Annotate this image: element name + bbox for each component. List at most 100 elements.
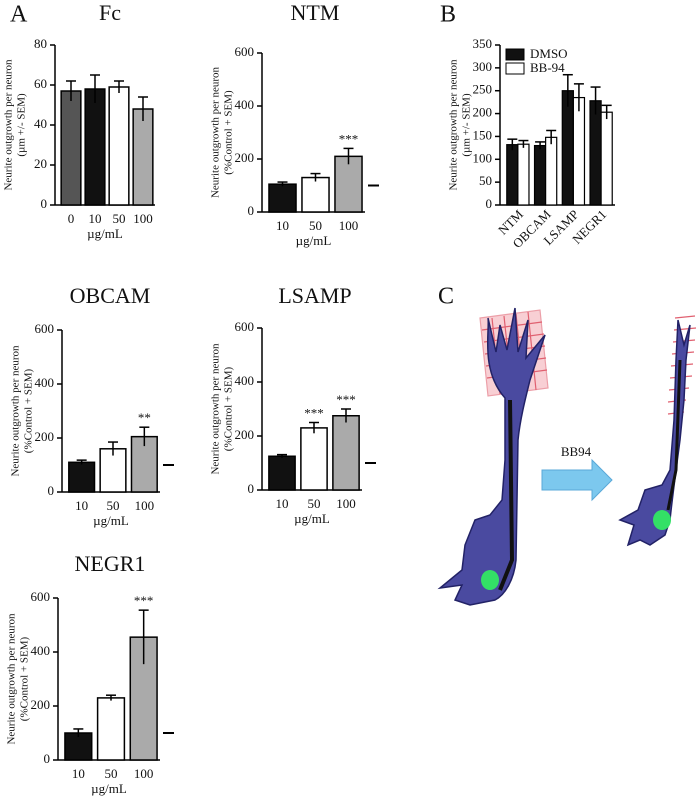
bar [99,448,127,493]
y-tick-label: 350 [473,36,493,51]
y-tick-label: 60 [34,76,47,91]
y-axis-label: (%Control + SEM) [223,90,235,175]
bar [561,90,574,206]
x-tick-label: 10 [72,766,85,781]
x-tick-label: 50 [105,766,118,781]
y-tick-label: 200 [35,429,55,444]
y-tick-label: 200 [473,105,493,120]
y-axis-label: Neurite outgrowth per neuron [210,343,222,475]
axon [666,359,682,511]
y-axis-label: Neurite outgrowth per neuron [448,59,460,191]
significance-label: *** [336,392,356,407]
x-axis-label: µg/mL [91,781,127,796]
bar [600,111,613,206]
y-tick-label: 0 [248,481,255,496]
y-tick-label: 50 [479,173,492,188]
y-tick-label: 400 [235,97,255,112]
y-axis-label: Neurite outgrowth per neuron [210,66,222,198]
y-tick-label: 200 [235,150,255,165]
bar [60,90,82,206]
y-tick-label: 300 [473,59,493,74]
significance-label: *** [134,593,154,608]
chart: NTM Neurite outgrowth per neuron (%Control… [210,0,379,248]
y-tick-label: 200 [31,697,51,712]
x-tick-label: 10 [276,496,289,511]
chart-title: OBCAM [70,283,151,308]
y-axis-label: Neurite outgrowth per neuron [6,613,18,745]
bar [334,155,363,213]
y-tick-label: 40 [34,116,47,131]
nucleus [481,570,499,590]
panel-label: A [10,2,28,28]
legend-label: DMSO [530,46,568,61]
x-axis-label: µg/mL [93,513,129,528]
neuron [437,307,546,606]
y-tick-label: 400 [31,643,51,658]
neuron-diagram: BB94 [437,307,697,606]
y-tick-label: 600 [35,321,55,336]
bar [68,461,96,493]
bar [84,88,106,206]
y-tick-label: 0 [44,751,51,766]
x-axis-label: µg/mL [296,233,332,248]
x-tick-label: 50 [113,211,126,226]
chart-title: NEGR1 [75,551,146,576]
y-tick-label: 600 [235,44,255,59]
bar [132,108,154,206]
arrow-label: BB94 [561,444,592,459]
y-tick-label: 400 [35,375,55,390]
x-tick-label: 0 [68,211,75,226]
y-tick-label: 400 [235,373,255,388]
chart-title: Fc [99,0,121,25]
x-tick-label: 100 [133,211,153,226]
panel-label: B [440,2,456,28]
x-tick-label: 50 [107,498,120,513]
chart: Fc Neurite outgrowth per neuron (µm +/- SE… [3,0,155,241]
y-tick-label: 20 [34,156,47,171]
y-axis-label: Neurite outgrowth per neuron [3,59,15,191]
x-tick-label: 100 [339,218,359,233]
x-axis-label: µg/mL [294,511,330,526]
legend-label: BB-94 [530,60,565,75]
y-tick-label: 0 [41,196,48,211]
bar [572,96,586,206]
x-tick-label: 10 [276,218,289,233]
bar [300,427,328,491]
bar [533,144,547,206]
bar [108,86,130,206]
y-axis-label: Neurite outgrowth per neuron [10,345,22,477]
y-axis-label: (%Control + SEM) [19,636,31,721]
chart-title: NTM [291,0,340,25]
x-tick-label: 50 [308,496,321,511]
legend-swatch [505,62,525,75]
arrow [541,458,613,502]
bar [506,144,519,206]
x-tick-label: 10 [75,498,88,513]
y-axis-label: (µm +/- SEM) [16,93,28,157]
x-axis-label: µg/mL [87,226,123,241]
bar [545,136,558,206]
x-tick-label: 100 [336,496,356,511]
x-tick-label: 50 [309,218,322,233]
significance-label: *** [304,405,324,420]
y-axis-label: (µm +/- SEM) [461,93,473,157]
y-tick-label: 0 [48,483,55,498]
chart: LSAMP Neurite outgrowth per neuron (%Contr… [210,283,376,526]
y-tick-label: 600 [31,589,51,604]
bar [589,100,602,206]
nucleus [653,510,671,530]
bar [96,697,126,761]
significance-label: ** [138,410,151,425]
y-tick-label: 0 [486,196,493,211]
y-tick-label: 0 [248,203,255,218]
bar [517,143,530,206]
x-tick-label: 100 [134,766,154,781]
y-tick-label: 150 [473,127,493,142]
y-axis-label: (%Control + SEM) [223,366,235,451]
y-tick-label: 100 [473,150,493,165]
y-tick-label: 80 [34,36,47,51]
y-axis-label: (%Control + SEM) [23,368,35,453]
axon [498,399,515,591]
bar [268,183,297,213]
y-tick-label: 250 [473,82,493,97]
